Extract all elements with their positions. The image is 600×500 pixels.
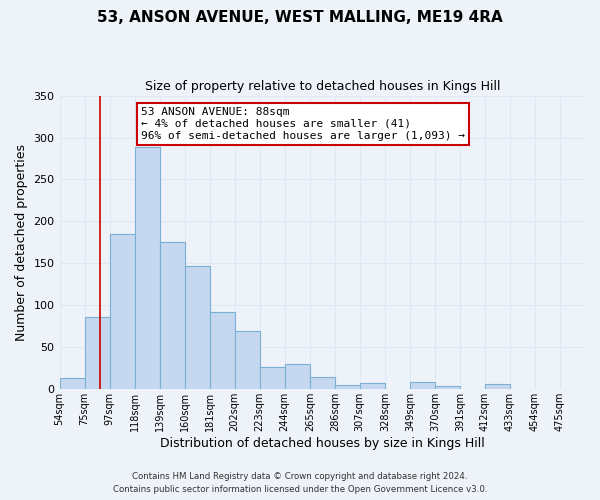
Y-axis label: Number of detached properties: Number of detached properties [15, 144, 28, 341]
Bar [235, 332, 260, 390]
Bar [360, 382, 385, 390]
Bar [485, 384, 510, 390]
Bar [310, 376, 335, 390]
Bar [59, 378, 85, 390]
Bar [335, 385, 360, 390]
Bar [410, 382, 435, 390]
Text: Contains HM Land Registry data © Crown copyright and database right 2024.
Contai: Contains HM Land Registry data © Crown c… [113, 472, 487, 494]
Text: 53 ANSON AVENUE: 88sqm
← 4% of detached houses are smaller (41)
96% of semi-deta: 53 ANSON AVENUE: 88sqm ← 4% of detached … [141, 108, 465, 140]
Title: Size of property relative to detached houses in Kings Hill: Size of property relative to detached ho… [145, 80, 500, 93]
Bar [85, 317, 110, 390]
Bar [435, 386, 460, 390]
Bar [209, 312, 235, 390]
Text: 53, ANSON AVENUE, WEST MALLING, ME19 4RA: 53, ANSON AVENUE, WEST MALLING, ME19 4RA [97, 10, 503, 25]
X-axis label: Distribution of detached houses by size in Kings Hill: Distribution of detached houses by size … [160, 437, 485, 450]
Bar [110, 234, 134, 390]
Bar [285, 364, 310, 390]
Bar [160, 242, 185, 390]
Bar [260, 368, 285, 390]
Bar [185, 266, 209, 390]
Bar [134, 146, 160, 390]
